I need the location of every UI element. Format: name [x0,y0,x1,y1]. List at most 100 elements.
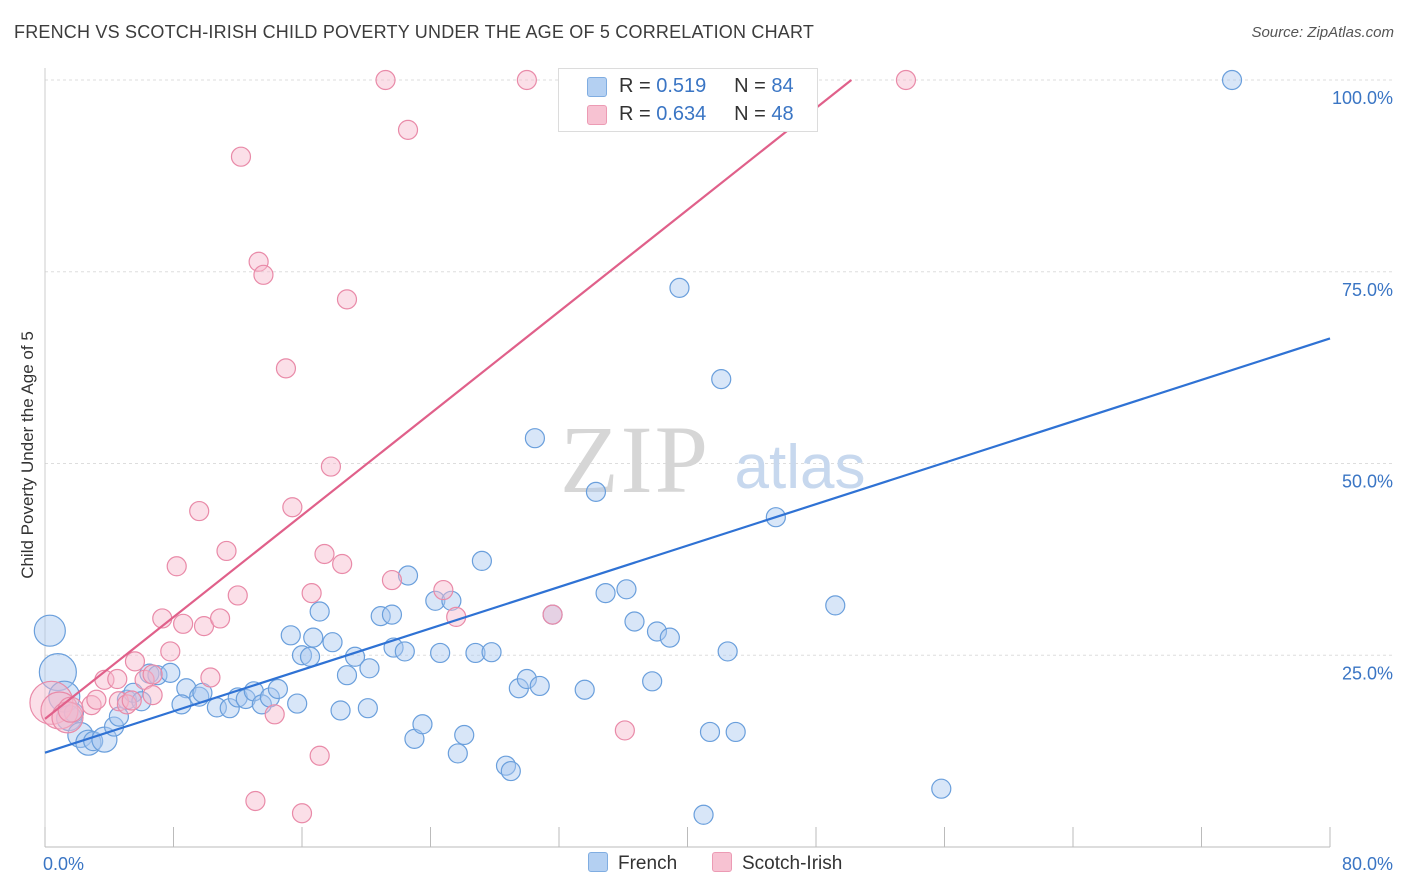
data-point-french [524,428,546,449]
data-point-french [267,678,289,700]
y-tick-label: 75.0% [1342,280,1393,300]
legend-text-french: R = 0.519 N = 84 [619,75,794,98]
data-point-french [516,668,537,690]
data-point-french [160,662,181,683]
data-point-scotch-irish [309,745,330,766]
data-point-french [287,693,308,714]
bottom-legend-label-scotch-irish: Scotch-Irish [742,853,843,874]
data-point-french [642,671,663,692]
data-point-french [336,665,358,686]
data-point-french [624,611,645,632]
data-point-french [359,658,380,679]
data-point-scotch-irish [282,497,303,518]
data-point-french [330,700,351,721]
data-point-scotch-irish [142,685,163,706]
data-point-scotch-irish [332,553,353,575]
data-point-scotch-irish [375,69,396,91]
data-point-scotch-irish [227,585,248,606]
x-tick-label-min: 0.0% [43,854,84,874]
data-point-scotch-irish [166,556,187,577]
grid-layer [45,79,1395,656]
trend-layer [44,79,1331,754]
data-point-french [669,277,690,298]
data-point-french [616,579,637,600]
data-point-french [1221,69,1243,91]
data-point-scotch-irish [216,540,237,562]
data-point-scotch-irish [245,790,266,812]
data-point-french [646,621,668,642]
source-label: Source: ZipAtlas.com [1251,24,1394,41]
stats-legend: R = 0.519 N = 84 R = 0.634 N = 48 [558,68,818,132]
data-point-scotch-irish [230,146,252,167]
y-tick-label: 50.0% [1342,472,1393,492]
data-point-scotch-irish [895,69,917,91]
tick-label-layer: 25.0% 50.0% 75.0% 100.0% 0.0% 80.0% [43,88,1393,874]
data-point-french [108,706,129,727]
data-point-french [235,688,256,710]
data-point-french [219,698,240,719]
data-point-french [500,760,521,782]
data-point-french [725,721,746,743]
data-point-french [381,604,403,625]
data-point-scotch-irish [124,651,146,672]
data-point-scotch-irish [320,456,342,477]
data-point-french [931,778,952,799]
bottom-legend-swatch-scotch-irish [712,852,732,872]
legend-n-label: N = [734,103,766,125]
data-point-french [659,627,680,648]
data-point-french [303,627,324,648]
data-point-french [585,481,607,502]
data-point-scotch-irish [264,704,285,725]
data-point-scotch-irish [189,500,210,522]
data-point-french [447,743,468,764]
data-point-scotch-irish [314,543,335,565]
bottom-legend-french: French [588,852,677,875]
data-point-scotch-irish [121,690,142,711]
x-tick-label-max: 80.0% [1342,854,1393,874]
bottom-legend-label-french: French [618,853,678,874]
data-point-french [711,369,732,390]
legend-n-value-scotch-irish: 48 [771,103,794,125]
data-point-scotch-irish [516,69,537,91]
data-point-scotch-irish [336,289,358,310]
data-point-french [825,595,846,616]
data-point-french [322,632,343,653]
legend-n-label: N = [734,75,766,97]
legend-swatch-french [587,77,607,97]
watermark-zip: ZIP [560,406,710,513]
data-point-scotch-irish [614,720,635,741]
points-layer [29,69,1243,825]
data-point-french [259,687,280,708]
data-point-scotch-irish [381,569,403,591]
data-point-french [357,698,378,719]
legend-r-label: R = [619,75,651,97]
data-point-french [529,675,550,697]
legend-n-value-french: 84 [771,75,794,97]
data-point-french [430,642,451,664]
data-point-french [412,714,433,735]
legend-text-scotch-irish: R = 0.634 N = 48 [619,103,794,126]
y-tick-label: 25.0% [1342,663,1393,683]
legend-r-value-french: 0.519 [656,75,707,97]
y-tick-label: 100.0% [1332,88,1393,108]
data-point-french [394,641,415,662]
data-point-scotch-irish [397,119,419,140]
data-point-french [717,641,738,662]
bottom-legend-swatch-french [588,852,608,872]
trendline-french [44,337,1331,754]
legend-r-value-scotch-irish: 0.634 [656,103,707,125]
data-point-scotch-irish [301,583,322,604]
data-point-french [291,645,313,666]
data-point-french [280,625,301,646]
watermark: ZIP atlas [560,406,865,513]
data-point-french [471,550,492,572]
data-point-scotch-irish [248,251,269,272]
chart-title: FRENCH VS SCOTCH-IRISH CHILD POVERTY UND… [14,22,815,42]
axis-layer [44,68,1331,848]
legend-r-label: R = [619,103,651,125]
data-point-scotch-irish [173,613,194,634]
data-point-scotch-irish [160,641,181,662]
data-point-french [574,679,595,700]
data-point-scotch-irish [275,358,297,379]
